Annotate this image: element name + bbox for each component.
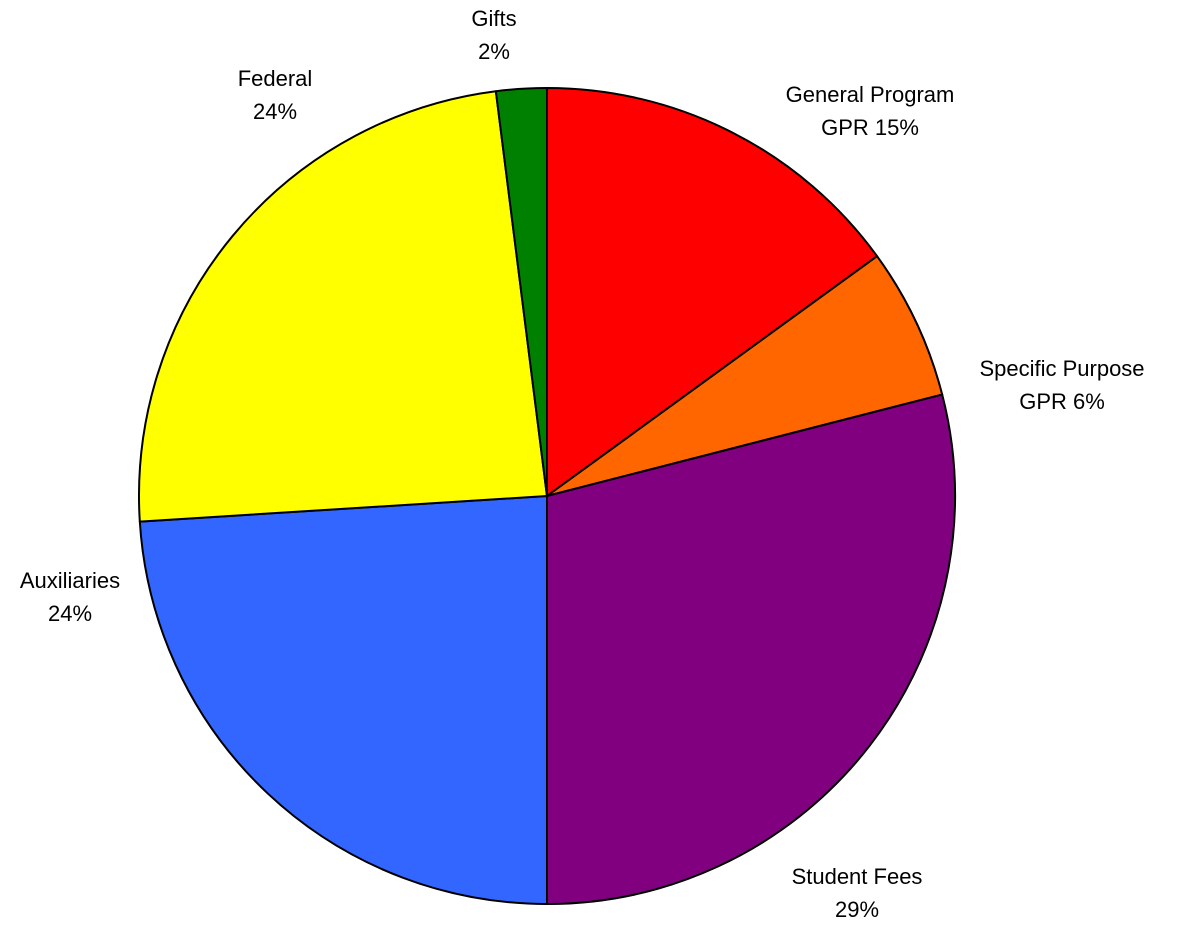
pie-slice: [494, 87, 548, 497]
slice-value-label: 24%: [48, 601, 92, 626]
slice-label: Student Fees: [792, 864, 923, 889]
slice-label: Federal: [238, 66, 313, 91]
slice-label: Auxiliaries: [20, 568, 120, 593]
pie-slice: [546, 255, 944, 497]
slice-value-label: GPR 15%: [821, 115, 919, 140]
pie-slice: [138, 90, 548, 523]
slice-label: Gifts: [471, 6, 516, 31]
slice-value-label: GPR 6%: [1019, 389, 1105, 414]
pie-slice: [546, 393, 956, 905]
slice-label: General Program: [786, 82, 955, 107]
pie-slice: [138, 495, 548, 905]
pie-slice: [546, 87, 879, 497]
slice-value-label: 24%: [253, 99, 297, 124]
slice-value-label: 2%: [478, 39, 510, 64]
slice-value-label: 29%: [835, 897, 879, 922]
slice-label: Specific Purpose: [979, 356, 1144, 381]
